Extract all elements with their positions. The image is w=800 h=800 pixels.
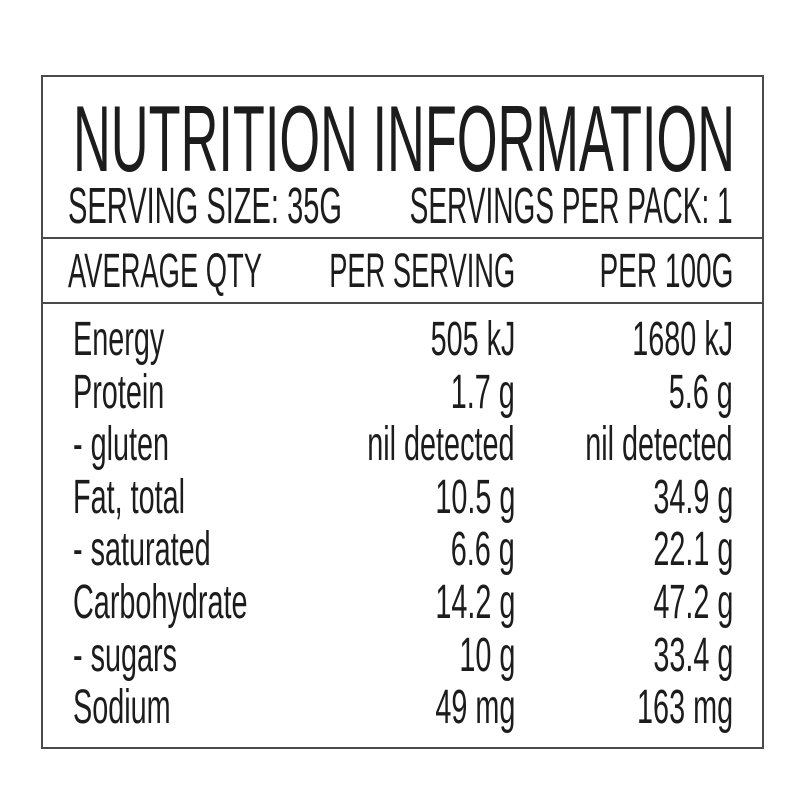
- per-100g-value: 22.1 g: [652, 523, 733, 577]
- per-serving-value: 10.5 g: [434, 470, 515, 524]
- per-serving-value: nil detected: [367, 418, 515, 472]
- per-serving-value: 6.6 g: [450, 523, 515, 577]
- nutrient-name: - saturated: [73, 523, 211, 577]
- per-100g-value: 47.2 g: [652, 576, 733, 629]
- per-100g-value: 34.9 g: [652, 470, 733, 524]
- per-100g-value: 5.6 g: [668, 365, 733, 419]
- nutrient-name: Carbohydrate: [73, 576, 248, 629]
- nutrient-name: - sugars: [73, 628, 178, 682]
- page-title: NUTRITION INFORMATION: [73, 86, 735, 191]
- per-serving-value: 505 kJ: [430, 313, 515, 366]
- per-100g-value: 33.4 g: [652, 628, 733, 682]
- per-serving-value: 10 g: [458, 628, 515, 682]
- nutrition-panel: [41, 75, 764, 749]
- column-header-per-serving: PER SERVING: [329, 245, 515, 298]
- per-100g-value: 1680 kJ: [632, 313, 733, 366]
- per-serving-value: 1.7 g: [450, 365, 515, 419]
- column-header-average-qty: AVERAGE QTY: [68, 245, 262, 298]
- servings-per-pack: SERVINGS PER PACK: 1: [410, 177, 733, 234]
- per-100g-value: 163 mg: [636, 681, 733, 735]
- nutrient-name: - gluten: [73, 418, 170, 472]
- divider: [41, 237, 764, 239]
- nutrient-name: Sodium: [73, 681, 171, 735]
- column-header-per-100g: PER 100G: [599, 245, 733, 298]
- per-100g-value: nil detected: [585, 418, 733, 472]
- nutrient-name: Fat, total: [73, 470, 186, 524]
- nutrient-name: Energy: [73, 313, 165, 366]
- per-serving-value: 14.2 g: [434, 576, 515, 629]
- nutrient-name: Protein: [73, 365, 165, 419]
- per-serving-value: 49 mg: [434, 681, 515, 735]
- divider: [41, 302, 764, 304]
- serving-size: SERVING SIZE: 35G: [68, 177, 342, 234]
